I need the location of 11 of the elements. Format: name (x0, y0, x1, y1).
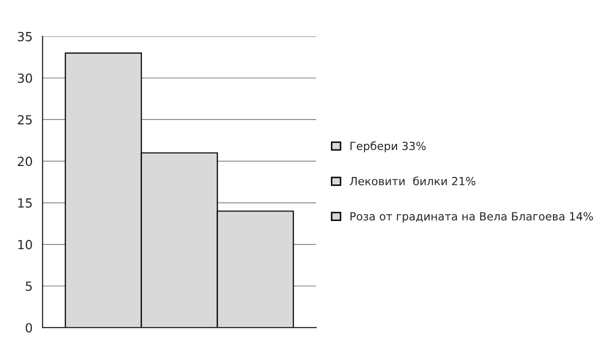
y-tick-label: 0 (26, 323, 32, 333)
legend-label: Роза от градината на Вела Благоева 14% (350, 212, 593, 223)
y-tick-label: 20 (18, 156, 32, 166)
y-tick-label: 30 (18, 73, 32, 83)
y-tick-label: 5 (26, 282, 32, 291)
legend-label: Лековити билки 21% (350, 176, 476, 186)
y-tick-label: 25 (18, 115, 32, 125)
y-tick-label: 10 (18, 240, 32, 250)
y-tick-label: 35 (18, 32, 32, 42)
y-tick-label: 15 (18, 198, 32, 208)
legend-label: Гербери 33% (350, 141, 426, 152)
